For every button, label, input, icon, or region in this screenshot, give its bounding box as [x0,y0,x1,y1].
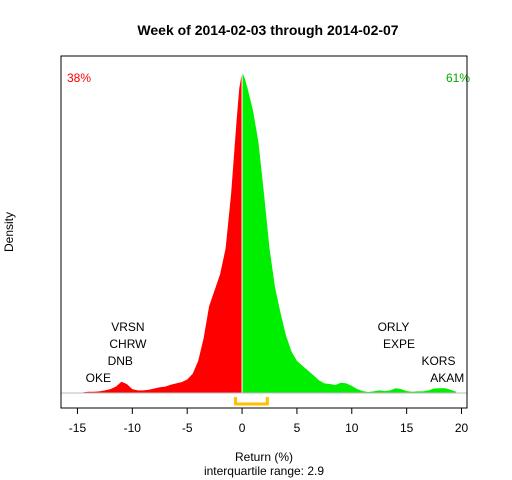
x-axis: -15 -10 -5 0 5 10 15 20 [69,407,469,435]
x-axis-subtitle: interquartile range: 2.9 [204,464,324,478]
x-tick-label: 0 [239,421,246,435]
ticker-label: AKAM [430,371,464,385]
ticker-annotations: OKE DNB CHRW VRSN AKAM KORS EXPE ORLY [86,320,465,385]
x-tick-label: 10 [345,421,359,435]
interquartile-range-bracket [233,397,269,406]
ticker-label: KORS [421,354,455,368]
y-axis-label: Density [2,212,16,252]
ticker-label: DNB [108,354,133,368]
positive-density-area [242,72,456,393]
density-areas [82,72,456,393]
ticker-label: VRSN [111,320,144,334]
ticker-label: OKE [86,371,111,385]
ticker-label: EXPE [383,337,415,351]
positive-share-label: 61% [446,71,470,85]
negative-density-area [82,72,243,393]
x-tick-label: -15 [69,421,87,435]
x-tick-label: -10 [124,421,142,435]
ticker-label: ORLY [378,320,410,334]
x-tick-label: 15 [400,421,414,435]
x-tick-label: 5 [294,421,301,435]
chart-title: Week of 2014-02-03 through 2014-02-07 [137,22,398,38]
negative-share-label: 38% [67,71,91,85]
x-tick-label: -5 [182,421,193,435]
x-axis-label: Return (%) [235,450,293,464]
ticker-label: CHRW [109,337,147,351]
x-tick-label: 20 [455,421,469,435]
